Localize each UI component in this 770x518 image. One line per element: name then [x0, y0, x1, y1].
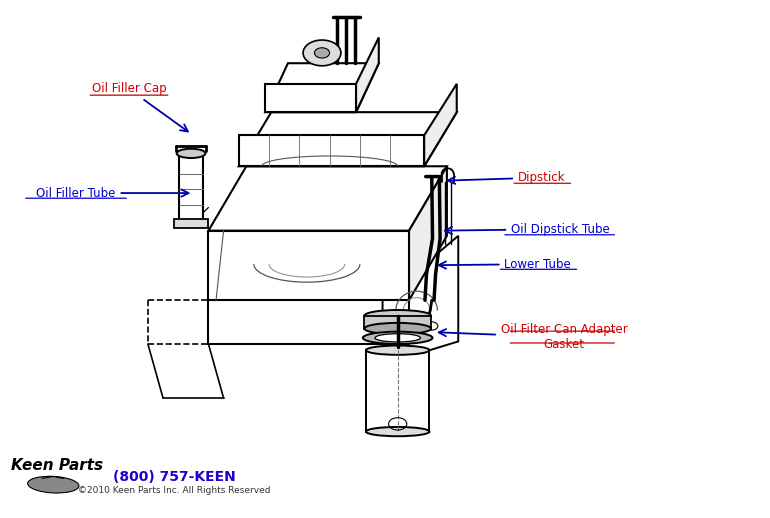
Text: Oil Filter Can Adapter
Gasket: Oil Filter Can Adapter Gasket [439, 323, 628, 351]
Text: ©2010 Keen Parts Inc. All Rights Reserved: ©2010 Keen Parts Inc. All Rights Reserve… [78, 486, 270, 495]
Ellipse shape [364, 310, 431, 321]
Polygon shape [265, 84, 356, 112]
Text: Lower Tube: Lower Tube [439, 257, 571, 270]
Text: Oil Dipstick Tube: Oil Dipstick Tube [445, 223, 610, 236]
Text: Oil Filler Tube: Oil Filler Tube [36, 186, 189, 199]
Polygon shape [364, 315, 431, 328]
Circle shape [303, 40, 341, 66]
Text: Dipstick: Dipstick [448, 171, 565, 184]
Text: (800) 757-KEEN: (800) 757-KEEN [113, 470, 236, 484]
Polygon shape [239, 112, 457, 166]
Circle shape [314, 48, 330, 58]
Ellipse shape [28, 477, 79, 493]
Polygon shape [179, 156, 203, 220]
Ellipse shape [375, 334, 420, 342]
Ellipse shape [176, 149, 206, 158]
Polygon shape [366, 350, 430, 431]
Polygon shape [265, 63, 379, 112]
Ellipse shape [364, 323, 431, 334]
Ellipse shape [366, 346, 430, 355]
Text: Keen Parts: Keen Parts [11, 457, 103, 472]
Polygon shape [209, 231, 409, 300]
Polygon shape [239, 135, 424, 166]
Polygon shape [383, 236, 458, 365]
Polygon shape [209, 166, 447, 231]
Polygon shape [356, 37, 379, 112]
Polygon shape [409, 166, 447, 300]
Ellipse shape [366, 427, 430, 436]
Text: Oil Filler Cap: Oil Filler Cap [92, 82, 188, 132]
Ellipse shape [363, 332, 433, 344]
Polygon shape [424, 84, 457, 166]
Polygon shape [174, 219, 208, 228]
